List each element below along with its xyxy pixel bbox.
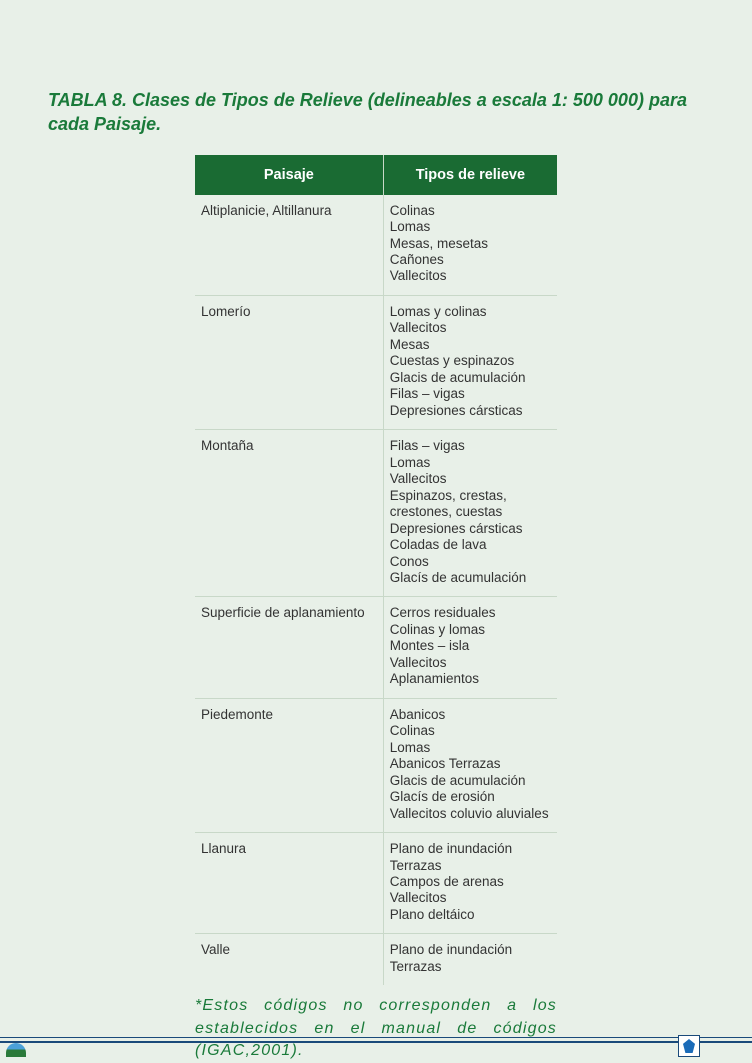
cell-paisaje: Llanura	[195, 833, 383, 934]
cell-tipos: Lomas y colinasVallecitosMesasCuestas y …	[383, 295, 557, 429]
tipo-line: Abanicos	[390, 707, 551, 723]
table-container: Paisaje Tipos de relieve Altiplanicie, A…	[195, 155, 557, 1063]
footer-logo-left-icon	[6, 1043, 26, 1057]
cell-paisaje: Altiplanicie, Altillanura	[195, 195, 383, 296]
document-page: TABLA 8. Clases de Tipos de Relieve (del…	[0, 0, 752, 1063]
table-row: Altiplanicie, AltillanuraColinasLomasMes…	[195, 195, 557, 296]
tipo-line: Depresiones cársticas	[390, 403, 551, 419]
cell-tipos: Plano de inundaciónTerrazasCampos de are…	[383, 833, 557, 934]
tipo-line: Plano deltáico	[390, 907, 551, 923]
table-header-row: Paisaje Tipos de relieve	[195, 155, 557, 195]
tipo-line: Abanicos Terrazas	[390, 756, 551, 772]
tipo-line: Cerros residuales	[390, 605, 551, 621]
tipo-line: Lomas	[390, 740, 551, 756]
tipo-line: Glacís de erosión	[390, 789, 551, 805]
table-body: Altiplanicie, AltillanuraColinasLomasMes…	[195, 195, 557, 986]
tipo-line: Campos de arenas	[390, 874, 551, 890]
footnote: *Estos códigos no corresponden a los est…	[195, 995, 557, 1062]
tipo-line: Lomas	[390, 455, 551, 471]
table-row: Superficie de aplanamientoCerros residua…	[195, 597, 557, 698]
tipo-line: Glacis de acumulación	[390, 370, 551, 386]
tipo-line: Lomas	[390, 219, 551, 235]
footer-logo-right-icon	[678, 1035, 700, 1057]
tipo-line: Glacís de acumulación	[390, 570, 551, 586]
table-title: TABLA 8. Clases de Tipos de Relieve (del…	[48, 88, 704, 137]
cell-paisaje: Lomerío	[195, 295, 383, 429]
tipo-line: Glacis de acumulación	[390, 773, 551, 789]
tipo-line: Vallecitos	[390, 471, 551, 487]
tipo-line: Plano de inundación	[390, 841, 551, 857]
tipo-line: Filas – vigas	[390, 438, 551, 454]
tipo-line: Aplanamientos	[390, 671, 551, 687]
cell-tipos: Filas – vigasLomasVallecitosEspinazos, c…	[383, 430, 557, 597]
tipo-line: Vallecitos	[390, 655, 551, 671]
tipo-line: Coladas de lava	[390, 537, 551, 553]
tipo-line: Conos	[390, 554, 551, 570]
tipo-line: Colinas	[390, 203, 551, 219]
tipo-line: Cañones	[390, 252, 551, 268]
tipo-line: Plano de inundación	[390, 942, 551, 958]
tipo-line: Mesas	[390, 337, 551, 353]
tipo-line: Mesas, mesetas	[390, 236, 551, 252]
col-header-tipos: Tipos de relieve	[383, 155, 557, 195]
tipo-line: Vallecitos	[390, 268, 551, 284]
tipo-line: Colinas	[390, 723, 551, 739]
cell-paisaje: Superficie de aplanamiento	[195, 597, 383, 698]
cell-tipos: Cerros residualesColinas y lomasMontes –…	[383, 597, 557, 698]
cell-tipos: ColinasLomasMesas, mesetasCañonesValleci…	[383, 195, 557, 296]
table-row: LomeríoLomas y colinasVallecitosMesasCue…	[195, 295, 557, 429]
table-row: VallePlano de inundaciónTerrazas	[195, 934, 557, 985]
footer-rule	[0, 1037, 752, 1043]
tipo-line: Colinas y lomas	[390, 622, 551, 638]
tipo-line: Espinazos, crestas, crestones, cuestas	[390, 488, 551, 521]
table-row: Piedemonte AbanicosColinasLomasAbanicos T…	[195, 698, 557, 832]
tipo-line: Vallecitos coluvio aluviales	[390, 806, 551, 822]
col-header-paisaje: Paisaje	[195, 155, 383, 195]
relief-table: Paisaje Tipos de relieve Altiplanicie, A…	[195, 155, 557, 986]
tipo-line: Depresiones cársticas	[390, 521, 551, 537]
tipo-line: Terrazas	[390, 858, 551, 874]
table-row: MontañaFilas – vigasLomasVallecitosEspin…	[195, 430, 557, 597]
table-row: LlanuraPlano de inundaciónTerrazasCampos…	[195, 833, 557, 934]
cell-paisaje: Montaña	[195, 430, 383, 597]
tipo-line: Lomas y colinas	[390, 304, 551, 320]
tipo-line: Cuestas y espinazos	[390, 353, 551, 369]
cell-tipos: AbanicosColinasLomasAbanicos TerrazasGla…	[383, 698, 557, 832]
tipo-line: Terrazas	[390, 959, 551, 975]
cell-paisaje: Piedemonte	[195, 698, 383, 832]
tipo-line: Filas – vigas	[390, 386, 551, 402]
cell-paisaje: Valle	[195, 934, 383, 985]
tipo-line: Vallecitos	[390, 320, 551, 336]
tipo-line: Montes – isla	[390, 638, 551, 654]
cell-tipos: Plano de inundaciónTerrazas	[383, 934, 557, 985]
tipo-line: Vallecitos	[390, 890, 551, 906]
